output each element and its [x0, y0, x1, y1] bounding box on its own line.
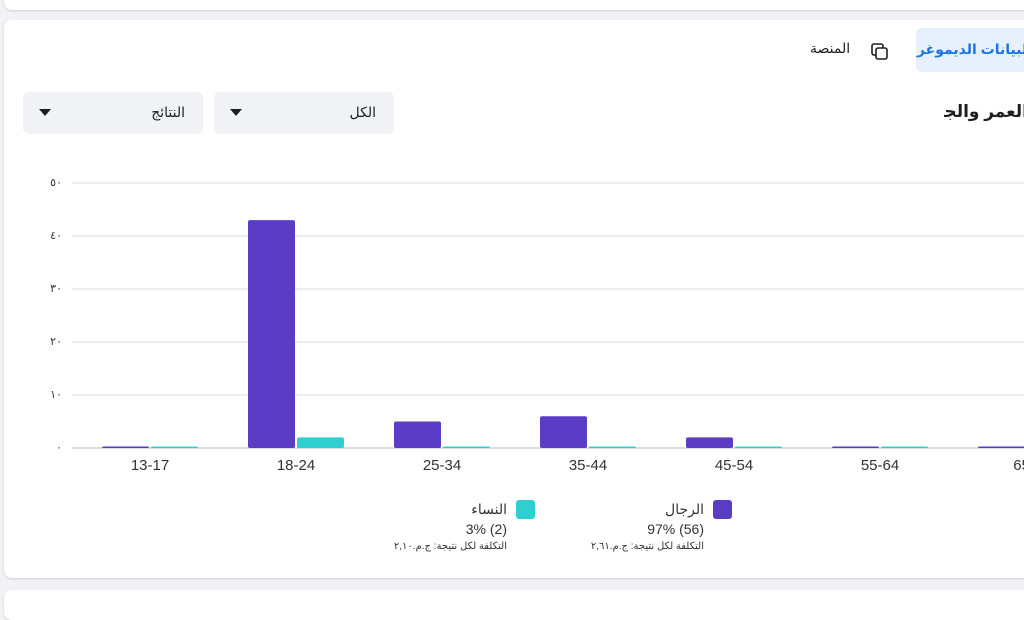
- bar: [151, 446, 198, 448]
- x-tick-label: 13-17: [131, 457, 169, 474]
- bar: [394, 421, 441, 448]
- legend-share: 97% (56): [647, 521, 704, 537]
- x-tick-label: 65+: [1013, 457, 1024, 474]
- tab-label: البيانات الديموغرافية: [916, 41, 1024, 57]
- chart: ٠ ١٠ ٢٠ ٣٠ ٤٠ ٥٠ 13-17 18-24 25-34 35-44 45-54 55-6…: [50, 177, 1024, 474]
- section-title: العمر والجنس: [944, 102, 1024, 121]
- previous-card: [4, 0, 1024, 10]
- y-tick-label: ٤٠: [50, 230, 62, 242]
- legend-swatch: [713, 500, 732, 519]
- bar: [540, 416, 587, 448]
- x-tick-label: 45-54: [715, 457, 753, 474]
- page: {"tabs": ["البيانات الديموغرافية", "المن…: [4, 0, 1024, 620]
- section-title-box: العمر والجنس: [944, 102, 1024, 126]
- bar: [832, 446, 879, 448]
- legend-swatch: [516, 500, 535, 519]
- x-tick-label: 35-44: [569, 457, 607, 474]
- bar: [589, 446, 636, 448]
- y-tick-label: ٥٠: [50, 177, 62, 189]
- dropdown-arrow: [39, 109, 51, 116]
- tab[interactable]: المنصة: [804, 38, 904, 68]
- bar: [443, 446, 490, 448]
- tab-label: المنصة: [810, 40, 851, 56]
- bar: [978, 446, 1024, 448]
- demographics-card: البيانات الديموغرافية المنصة العمر والجن…: [4, 20, 1024, 578]
- legend-cost: التكلفة لكل نتيجة: ج.م.٢,٦١: [590, 541, 704, 552]
- dropdown-label: الكل: [349, 104, 377, 120]
- y-tick-label: ٣٠: [50, 283, 62, 295]
- bar: [248, 220, 295, 448]
- legend-share: 3% (2): [465, 521, 507, 537]
- bar: [881, 446, 928, 448]
- legend-item: الرجال 97% (56) التكلفة لكل نتيجة: ج.م.٢,٦…: [504, 499, 704, 555]
- dropdown[interactable]: الكل: [214, 92, 394, 134]
- dropdown-label: النتائج: [151, 104, 185, 120]
- tab-active[interactable]: البيانات الديموغرافية: [916, 28, 1024, 72]
- bar: [102, 446, 149, 448]
- dropdown-arrow: [230, 109, 242, 116]
- y-tick-label: ٠: [56, 442, 62, 454]
- y-tick-label: ٢٠: [50, 336, 62, 348]
- legend-cost: التكلفة لكل نتيجة: ج.م.٢,١٠: [393, 541, 507, 552]
- x-tick-label: 55-64: [861, 457, 899, 474]
- legend-item: النساء 3% (2) التكلفة لكل نتيجة: ج.م.٢,١٠: [307, 499, 507, 555]
- bar: [735, 446, 782, 448]
- bar: [686, 437, 733, 448]
- dropdown[interactable]: النتائج: [23, 92, 203, 134]
- legend-name: الرجال: [665, 501, 704, 517]
- x-tick-label: 25-34: [423, 457, 461, 474]
- legend-name: النساء: [471, 501, 507, 517]
- y-tick-label: ١٠: [50, 389, 62, 401]
- bar: [297, 437, 344, 448]
- x-tick-label: 18-24: [277, 457, 315, 474]
- platform-icon: [871, 43, 888, 60]
